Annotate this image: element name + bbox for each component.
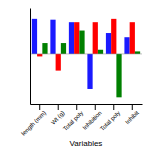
x-axis: length (mm)Wt (g)Total polyInhibitionTot… (20, 104, 142, 137)
bar (37, 54, 42, 57)
bar (135, 51, 140, 54)
x-tick-mark (76, 104, 77, 110)
x-tick: Wt (g) (50, 104, 66, 126)
bar (69, 22, 74, 54)
x-tick-label: Total poly (99, 110, 121, 132)
x-axis-title: Variables (70, 139, 103, 148)
x-tick: Inhibit (124, 104, 140, 125)
y-axis (30, 9, 31, 105)
bar (111, 19, 116, 54)
x-tick-mark (132, 104, 133, 110)
x-tick-label: length (mm) (20, 110, 47, 137)
x-tick-mark (113, 104, 114, 110)
zero-line (30, 53, 142, 54)
x-tick-mark (58, 104, 59, 110)
x-tick-label: Total poly (62, 110, 84, 132)
bar (116, 54, 121, 97)
bars (30, 19, 142, 97)
bar (130, 22, 135, 54)
x-axis-line (31, 104, 143, 105)
chart: length (mm)Wt (g)Total polyInhibitionTot… (0, 0, 150, 150)
bar (74, 22, 79, 54)
x-tick-label: Wt (g) (50, 110, 66, 126)
x-tick-label: Inhibit (124, 110, 140, 126)
bar (32, 19, 37, 54)
x-tick-mark (95, 104, 96, 110)
bar (93, 22, 98, 54)
x-tick: Total poly (62, 104, 84, 132)
x-tick: length (mm) (20, 104, 47, 137)
bar (79, 31, 84, 54)
bar (50, 20, 55, 54)
bar (56, 54, 61, 71)
series (42, 31, 140, 98)
x-tick-mark (39, 104, 40, 110)
bar (42, 43, 47, 54)
x-tick: Total poly (99, 104, 121, 132)
bar (106, 33, 111, 54)
bar (124, 37, 129, 54)
bar (87, 54, 92, 89)
bar (61, 43, 66, 54)
bar (98, 50, 103, 54)
y-axis-line (30, 9, 31, 105)
